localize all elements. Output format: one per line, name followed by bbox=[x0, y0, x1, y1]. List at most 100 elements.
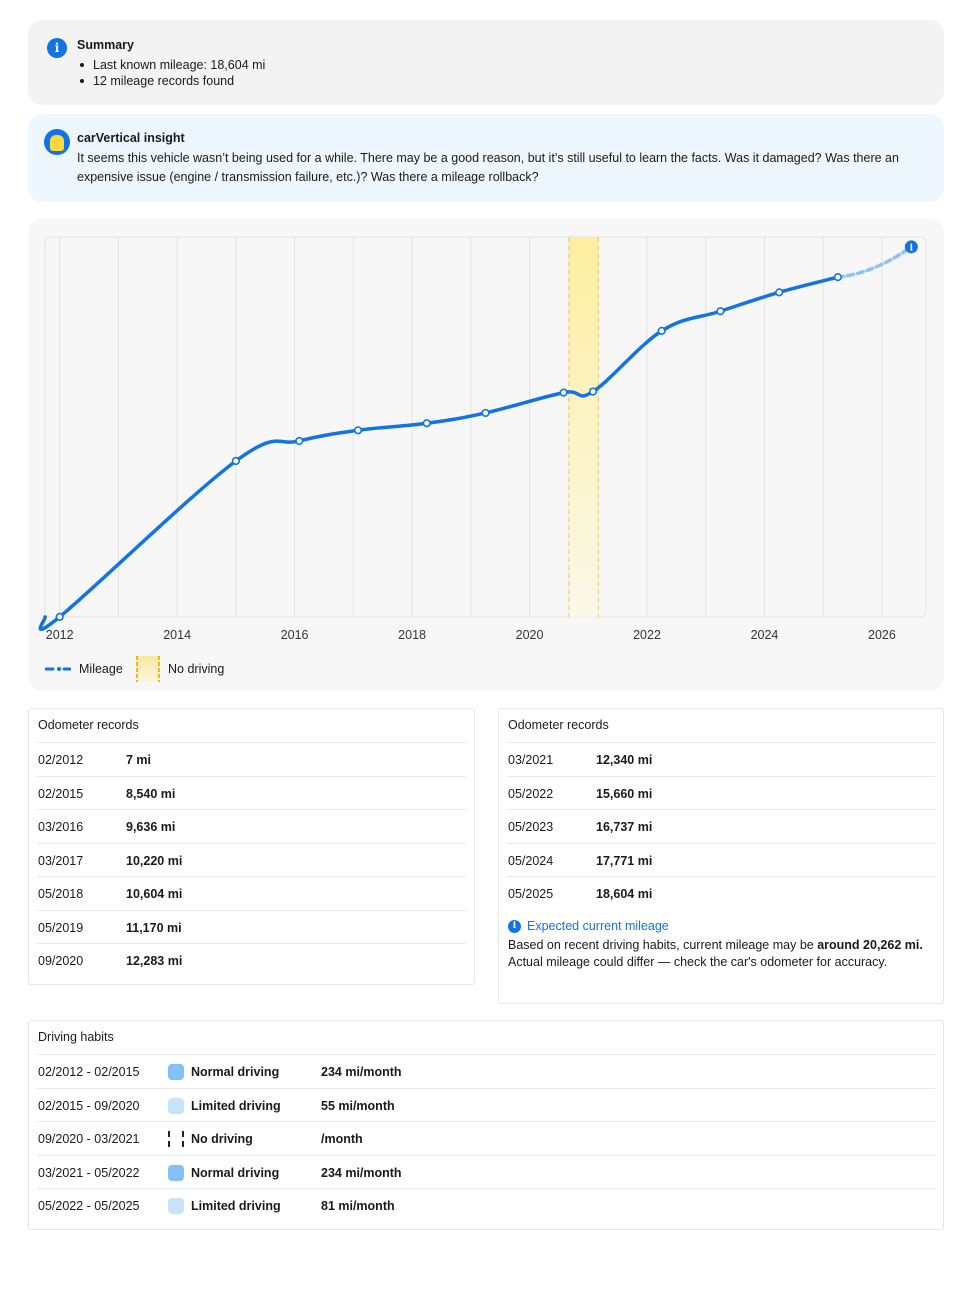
habit-period: 09/2020 - 03/2021 bbox=[38, 1132, 140, 1146]
record-date: 05/2018 bbox=[38, 887, 84, 901]
expected-mileage-header: i Expected current mileage bbox=[508, 919, 931, 933]
habit-type: Limited driving bbox=[191, 1199, 281, 1213]
record-mileage: 15,660 mi bbox=[596, 786, 653, 801]
expected-mileage-text: Based on recent driving habits, current … bbox=[508, 937, 931, 970]
habit-rate: 81 mi/month bbox=[321, 1199, 395, 1213]
legend-mileage: Mileage bbox=[45, 656, 123, 682]
odometer-records-table: Odometer records 02/2012 7 mi 02/2015 8,54… bbox=[28, 708, 475, 985]
mileage-point bbox=[716, 307, 725, 316]
mileage-projection-line bbox=[836, 245, 914, 279]
habit-rate: 234 mi/month bbox=[321, 1165, 402, 1180]
habit-type: Normal driving bbox=[191, 1165, 280, 1180]
mileage-point bbox=[833, 273, 843, 282]
habit-rate: 234 mi/month bbox=[321, 1065, 402, 1079]
odometer-records-table: Odometer records 03/2021 12,340 mi 05/202… bbox=[498, 708, 944, 1004]
summary-item: 12 mileage records found bbox=[77, 73, 265, 89]
table-row: 03/2021 12,340 mi bbox=[507, 742, 935, 776]
record-mileage: 10,604 mi bbox=[126, 887, 183, 901]
info-icon: i bbox=[47, 38, 67, 58]
expected-mileage-title: Expected current mileage bbox=[527, 919, 669, 933]
table-row: 05/2025 18,604 mi bbox=[507, 876, 935, 910]
record-mileage: 18,604 mi bbox=[596, 887, 653, 901]
x-tick-label: 2018 bbox=[398, 628, 426, 642]
normal-driving-swatch-icon bbox=[168, 1064, 184, 1080]
legend-label: Mileage bbox=[79, 662, 123, 676]
limited-driving-swatch-icon bbox=[168, 1097, 184, 1114]
record-date: 09/2020 bbox=[38, 954, 84, 968]
mileage-point bbox=[588, 387, 598, 396]
table-row: 09/2020 12,283 mi bbox=[37, 943, 466, 977]
record-date: 03/2021 bbox=[508, 753, 554, 767]
summary-title: Summary bbox=[77, 38, 134, 52]
normal-driving-swatch-icon bbox=[168, 1164, 184, 1181]
no-driving-band bbox=[568, 237, 599, 617]
record-date: 03/2016 bbox=[38, 820, 84, 834]
driving-habits-table: Driving habits 02/2012 - 02/2015 Normal d… bbox=[28, 1020, 944, 1230]
habit-period: 02/2015 - 09/2020 bbox=[38, 1098, 140, 1113]
info-icon: i bbox=[910, 243, 914, 253]
carvertical-mascot-icon bbox=[44, 129, 70, 155]
record-mileage: 11,170 mi bbox=[126, 920, 182, 935]
odometer-rows: 02/2012 7 mi 02/2015 8,540 mi 03/2016 9,636… bbox=[37, 742, 466, 977]
table-row: 03/2021 - 05/2022 Normal driving 234 mi/mo… bbox=[37, 1154, 935, 1189]
x-tick-label: 2014 bbox=[163, 628, 191, 642]
habit-rate: 55 mi/month bbox=[321, 1098, 395, 1113]
odometer-rows: 03/2021 12,340 mi 05/2022 15,660 mi 05/202… bbox=[507, 742, 935, 910]
table-row: 05/2022 15,660 mi bbox=[507, 775, 935, 810]
table-title: Driving habits bbox=[38, 1030, 114, 1044]
x-tick-label: 2020 bbox=[516, 628, 544, 642]
mileage-point bbox=[657, 326, 666, 336]
table-row: 02/2015 - 09/2020 Limited driving 55 mi/mo… bbox=[37, 1087, 935, 1122]
table-row: 09/2020 - 03/2021 No driving/month bbox=[37, 1121, 935, 1155]
x-tick-label: 2016 bbox=[281, 628, 309, 642]
mileage-point bbox=[481, 408, 490, 418]
table-title: Odometer records bbox=[38, 718, 139, 732]
no-driving-swatch-icon bbox=[168, 1131, 184, 1147]
habit-period: 02/2012 - 02/2015 bbox=[38, 1065, 140, 1079]
mileage-point bbox=[55, 612, 64, 621]
table-row: 05/2022 - 05/2025 Limited driving 81 mi/mo… bbox=[37, 1188, 935, 1222]
insight-card: carVertical insight It seems this vehicl… bbox=[28, 114, 944, 202]
summary-card: i Summary Last known mileage: 18,604 mi … bbox=[28, 20, 944, 105]
table-row: 05/2024 17,771 mi bbox=[507, 842, 935, 877]
table-row: 05/2018 10,604 mi bbox=[37, 876, 466, 910]
record-date: 05/2019 bbox=[38, 920, 84, 935]
x-tick-label: 2026 bbox=[868, 628, 896, 642]
x-tick-label: 2022 bbox=[633, 628, 661, 642]
table-row: 05/2019 11,170 mi bbox=[37, 909, 466, 944]
record-date: 05/2025 bbox=[508, 887, 554, 901]
habit-type: No driving bbox=[191, 1132, 253, 1146]
mileage-chart-card: 2012 2014 2016 2018 2020 2022 2024 2026 i Mileag… bbox=[28, 219, 944, 691]
mileage-line bbox=[38, 275, 840, 631]
mileage-chart: 2012 2014 2016 2018 2020 2022 2024 2026 i bbox=[38, 236, 927, 642]
legend-no-driving: No driving bbox=[136, 656, 224, 682]
habit-period: 03/2021 - 05/2022 bbox=[38, 1165, 140, 1180]
limited-driving-swatch-icon bbox=[168, 1198, 184, 1214]
record-date: 05/2022 bbox=[508, 786, 554, 801]
record-mileage: 7 mi bbox=[126, 753, 152, 767]
record-mileage: 17,771 mi bbox=[596, 853, 653, 868]
habit-rate: /month bbox=[321, 1132, 363, 1146]
table-row: 02/2012 - 02/2015 Normal driving 234 mi/mo… bbox=[37, 1054, 935, 1088]
expected-text-pre: Based on recent driving habits, current … bbox=[508, 938, 818, 952]
record-mileage: 10,220 mi bbox=[126, 853, 183, 868]
mileage-point bbox=[559, 388, 568, 397]
mileage-legend-line-icon bbox=[45, 667, 71, 671]
record-date: 03/2017 bbox=[38, 853, 84, 868]
table-row: 03/2017 10,220 mi bbox=[37, 842, 466, 877]
expected-text-post: Actual mileage could differ — check the … bbox=[508, 954, 888, 969]
table-row: 02/2015 8,540 mi bbox=[37, 775, 466, 810]
table-row: 05/2023 16,737 mi bbox=[507, 809, 935, 843]
no-driving-legend-icon bbox=[136, 656, 160, 682]
habit-type: Normal driving bbox=[191, 1065, 280, 1079]
insight-title: carVertical insight bbox=[77, 131, 185, 145]
x-tick-label: 2024 bbox=[751, 628, 779, 642]
record-date: 02/2015 bbox=[38, 786, 84, 801]
expected-mileage-value: around 20,262 mi. bbox=[817, 938, 923, 952]
table-row: 02/2012 7 mi bbox=[37, 742, 466, 776]
summary-item: Last known mileage: 18,604 mi bbox=[77, 57, 265, 73]
record-date: 05/2024 bbox=[508, 853, 554, 868]
mileage-point bbox=[353, 426, 363, 435]
summary-list: Last known mileage: 18,604 mi 12 mileage… bbox=[77, 57, 265, 89]
mileage-point bbox=[231, 456, 240, 466]
